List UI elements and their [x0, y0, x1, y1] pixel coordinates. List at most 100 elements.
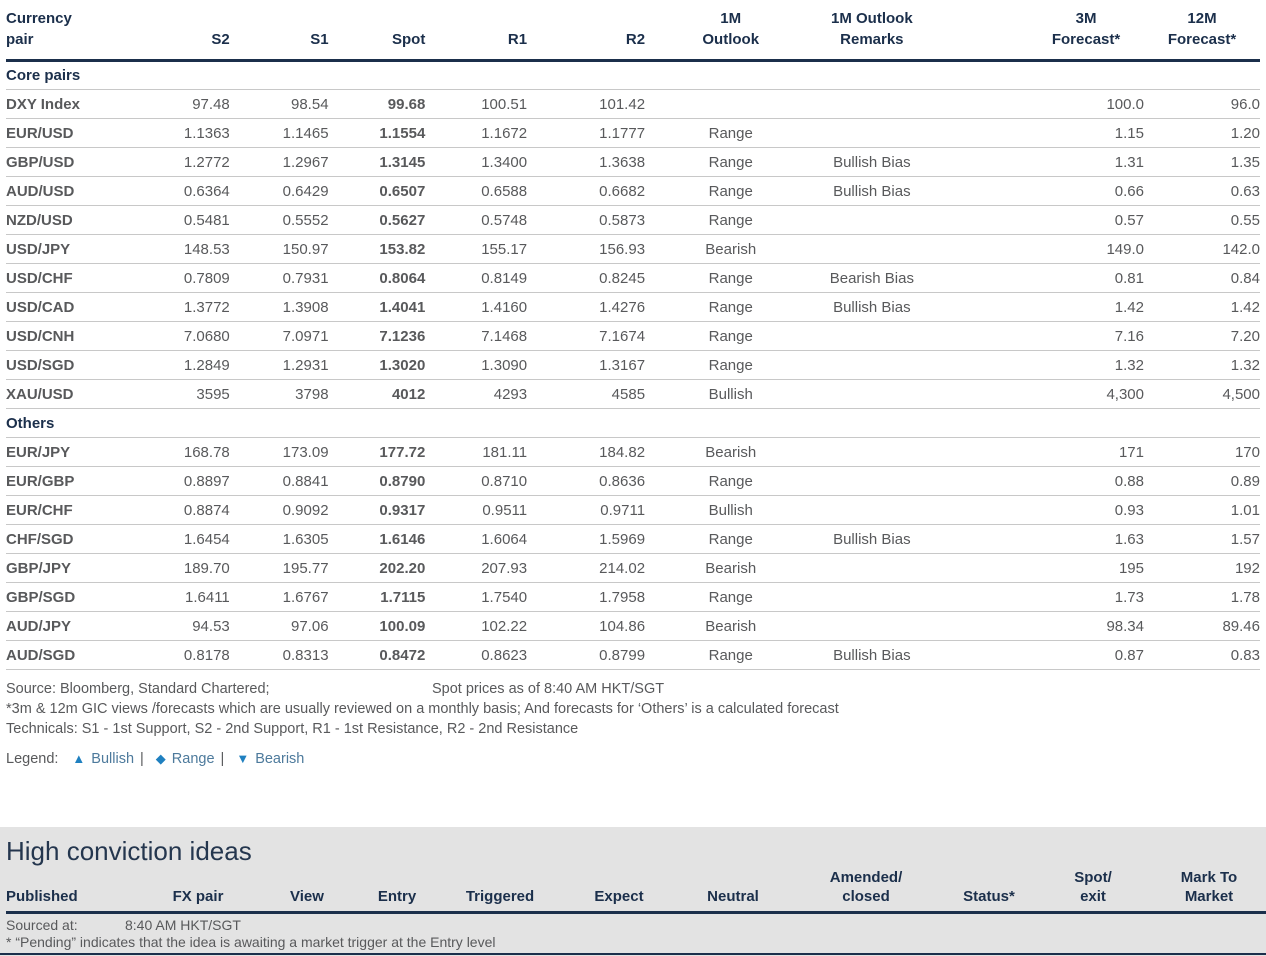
- fx-header-outlook: 1M Outlook: [645, 0, 817, 62]
- fx-cell-remarks: [816, 466, 928, 496]
- fx-cell-s1: 97.06: [229, 611, 329, 641]
- fx-header-spot: Spot: [328, 0, 426, 62]
- fx-header-s1: S1: [229, 0, 329, 62]
- fx-cell-s1: 1.1465: [229, 118, 329, 148]
- fx-cell-f12m: 1.57: [1144, 524, 1260, 554]
- fx-cell-s1: 0.6429: [229, 176, 329, 206]
- fx-cell-spot: 177.72: [328, 437, 426, 467]
- fx-cell-remarks: Bullish Bias: [816, 292, 928, 322]
- fx-cell-s2: 1.2849: [137, 350, 230, 380]
- fx-cell-f12m: 4,500: [1144, 379, 1260, 409]
- fx-row-usd-jpy: USD/JPY 148.53 150.97 153.82 155.17 156.93 Bea…: [6, 234, 1260, 264]
- fx-cell-outlook: Bearish: [645, 611, 817, 641]
- fx-cell-spot: 7.1236: [328, 321, 426, 351]
- fx-cell-remarks: [816, 553, 928, 583]
- fx-cell-spot: 1.3145: [328, 147, 426, 177]
- fx-cell-s2: 0.5481: [137, 205, 230, 235]
- fx-cell-remarks: Bullish Bias: [816, 176, 928, 206]
- fx-cell-s2: 0.8897: [137, 466, 230, 496]
- fx-cell-r1: 1.4160: [425, 292, 528, 322]
- fx-row-xau-usd: XAU/USD 3595 3798 4012 4293 4585 Bullish 4,300 4…: [6, 379, 1260, 409]
- fx-cell-f3m: 1.42: [1028, 292, 1144, 322]
- fx-cell-pair: EUR/USD: [6, 118, 138, 148]
- fx-cell-f12m: 142.0: [1144, 234, 1260, 264]
- hc-header-amended-closed: Amended/ closed: [788, 868, 944, 914]
- fx-cell-spot: 202.20: [328, 553, 426, 583]
- fx-header-spacer: [927, 0, 1029, 62]
- fx-cell-f3m: 0.93: [1028, 495, 1144, 525]
- fx-cell-r1: 7.1468: [425, 321, 528, 351]
- fx-cell-pair: EUR/CHF: [6, 495, 138, 525]
- fx-cell-f12m: 0.89: [1144, 466, 1260, 496]
- fx-table-body: Core pairs DXY Index 97.48 98.54 99.68 100.51…: [6, 60, 1260, 670]
- fx-cell-r1: 1.3090: [425, 350, 528, 380]
- pending-note: * “Pending” indicates that the idea is a…: [6, 934, 496, 950]
- fx-cell-r1: 1.1672: [425, 118, 528, 148]
- fx-cell-r2: 101.42: [527, 89, 646, 119]
- fx-cell-spot: 153.82: [328, 234, 426, 264]
- fx-row-dxy-index: DXY Index 97.48 98.54 99.68 100.51 101.42 100.…: [6, 89, 1260, 119]
- fx-cell-f3m: 100.0: [1028, 89, 1144, 119]
- fx-cell-pair: AUD/USD: [6, 176, 138, 206]
- fx-cell-f3m: 0.66: [1028, 176, 1144, 206]
- fx-row-usd-chf: USD/CHF 0.7809 0.7931 0.8064 0.8149 0.8245 Ran…: [6, 263, 1260, 293]
- fx-cell-spot: 1.4041: [328, 292, 426, 322]
- fx-cell-r2: 1.4276: [527, 292, 646, 322]
- fx-cell-remarks: [816, 495, 928, 525]
- fx-outlook-table: Currency pair S2 S1 Spot R1 R2 1M Outlook 1M Ou…: [6, 0, 1260, 670]
- fx-cell-pair: USD/SGD: [6, 350, 138, 380]
- fx-cell-f12m: 1.78: [1144, 582, 1260, 612]
- fx-cell-f12m: 170: [1144, 437, 1260, 467]
- fx-cell-r2: 0.5873: [527, 205, 646, 235]
- fx-row-eur-gbp: EUR/GBP 0.8897 0.8841 0.8790 0.8710 0.8636 Ran…: [6, 466, 1260, 496]
- fx-cell-f12m: 0.84: [1144, 263, 1260, 293]
- fx-cell-spot: 1.6146: [328, 524, 426, 554]
- fx-row-aud-sgd: AUD/SGD 0.8178 0.8313 0.8472 0.8623 0.8799 Ran…: [6, 640, 1260, 670]
- fx-row-chf-sgd: CHF/SGD 1.6454 1.6305 1.6146 1.6064 1.5969 Ran…: [6, 524, 1260, 554]
- fx-row-nzd-usd: NZD/USD 0.5481 0.5552 0.5627 0.5748 0.5873 Ran…: [6, 205, 1260, 235]
- fx-cell-r1: 102.22: [425, 611, 528, 641]
- legend-separator: |: [140, 751, 144, 767]
- fx-cell-f12m: 192: [1144, 553, 1260, 583]
- fx-cell-spot: 99.68: [328, 89, 426, 119]
- legend-item-bullish: Bullish: [91, 751, 135, 767]
- fx-cell-remarks: Bearish Bias: [816, 263, 928, 293]
- fx-cell-r2: 0.8245: [527, 263, 646, 293]
- fx-cell-outlook: Range: [645, 176, 817, 206]
- footnotes: Source: Bloomberg, Standard Chartered; S…: [6, 679, 1266, 769]
- fx-cell-f3m: 1.31: [1028, 147, 1144, 177]
- fx-cell-s1: 1.6305: [229, 524, 329, 554]
- sourced-at-value: 8:40 AM HKT/SGT: [125, 917, 241, 933]
- fx-cell-outlook: Range: [645, 292, 817, 322]
- fx-cell-f12m: 1.01: [1144, 495, 1260, 525]
- fx-cell-s1: 1.2967: [229, 147, 329, 177]
- fx-cell-f3m: 0.88: [1028, 466, 1144, 496]
- fx-cell-s1: 1.3908: [229, 292, 329, 322]
- fx-cell-r1: 0.8149: [425, 263, 528, 293]
- fx-cell-s1: 0.8841: [229, 466, 329, 496]
- high-conviction-header: Published FX pair View Entry Triggered Expect…: [6, 868, 1266, 914]
- hc-header-expect: Expect: [560, 868, 678, 914]
- fx-row-aud-usd: AUD/USD 0.6364 0.6429 0.6507 0.6588 0.6682 Ran…: [6, 176, 1260, 206]
- fx-cell-s1: 7.0971: [229, 321, 329, 351]
- fx-cell-r1: 0.5748: [425, 205, 528, 235]
- fx-table-header: Currency pair S2 S1 Spot R1 R2 1M Outlook 1M Ou…: [6, 0, 1260, 62]
- fx-cell-s1: 98.54: [229, 89, 329, 119]
- fx-cell-r1: 1.6064: [425, 524, 528, 554]
- fx-cell-spacer: [927, 495, 1029, 525]
- fx-cell-pair: USD/CNH: [6, 321, 138, 351]
- fx-cell-r1: 4293: [425, 379, 528, 409]
- hc-header-neutral: Neutral: [678, 868, 788, 914]
- fx-cell-spacer: [927, 176, 1029, 206]
- fx-cell-pair: USD/CHF: [6, 263, 138, 293]
- fx-cell-s2: 97.48: [137, 89, 230, 119]
- fx-cell-pair: USD/CAD: [6, 292, 138, 322]
- fx-header-row: Currency pair S2 S1 Spot R1 R2 1M Outlook 1M Ou…: [6, 0, 1260, 62]
- fx-cell-s2: 1.1363: [137, 118, 230, 148]
- triangle-up-icon: ▲: [72, 751, 86, 766]
- legend-item-range: Range: [171, 751, 215, 767]
- fx-cell-pair: XAU/USD: [6, 379, 138, 409]
- fx-cell-r1: 1.7540: [425, 582, 528, 612]
- fx-cell-s2: 0.8178: [137, 640, 230, 670]
- fx-cell-s2: 7.0680: [137, 321, 230, 351]
